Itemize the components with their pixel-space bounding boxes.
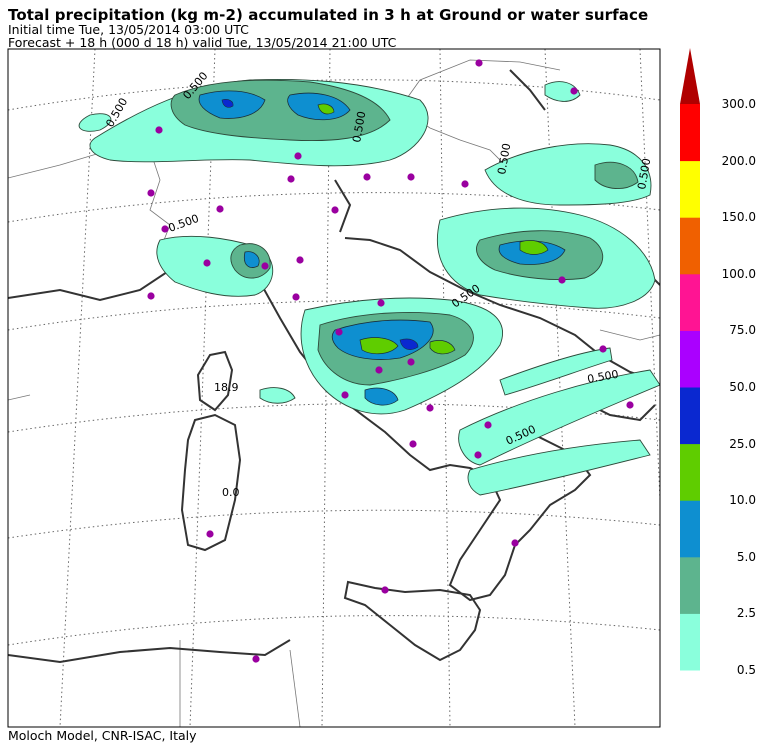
contour-label: 0.500 bbox=[586, 368, 619, 386]
contour-label: 0.500 bbox=[495, 142, 513, 175]
colorbar-label: 50.0 bbox=[729, 380, 756, 394]
colorbar-swatch bbox=[680, 387, 700, 445]
contour-label: 0.500 bbox=[635, 157, 653, 190]
colorbar-swatch bbox=[680, 217, 700, 275]
colorbar-swatch bbox=[680, 273, 700, 331]
map-frame bbox=[7, 48, 661, 728]
colorbar-arrow bbox=[680, 48, 700, 104]
colorbar-label: 2.5 bbox=[736, 606, 756, 621]
colorbar-label: 300.0 bbox=[721, 97, 756, 111]
city-markers bbox=[147, 59, 634, 663]
initial-time: Initial time Tue, 13/05/2014 03:00 UTC bbox=[8, 22, 249, 37]
colorbar-label: 10.0 bbox=[729, 493, 756, 508]
colorbar-swatch bbox=[680, 330, 700, 388]
colorbar-label: 0.5 bbox=[736, 663, 756, 677]
map-title: Total precipitation (kg m-2) accumulated… bbox=[8, 6, 649, 24]
model-credit: Moloch Model, CNR-ISAC, Italy bbox=[8, 728, 197, 743]
colorbar-swatch bbox=[680, 160, 700, 218]
colorbar-label: 25.0 bbox=[729, 436, 756, 451]
colorbar-label: 5.0 bbox=[736, 549, 756, 564]
colorbar-swatch bbox=[680, 104, 700, 162]
contour-label: 0.0 bbox=[222, 486, 240, 499]
precipitation-field bbox=[78, 78, 660, 496]
contour-label: 18.9 bbox=[214, 381, 239, 394]
contour-label: 0.500 bbox=[350, 110, 368, 143]
colorbar-label: 200.0 bbox=[721, 153, 756, 168]
colorbar bbox=[680, 48, 700, 671]
forecast-time: Forecast + 18 h (000 d 18 h) valid Tue, … bbox=[8, 35, 397, 50]
colorbar-label: 100.0 bbox=[721, 266, 756, 281]
colorbar-label: 150.0 bbox=[721, 210, 756, 225]
colorbar-swatch bbox=[680, 556, 700, 614]
colorbar-swatch bbox=[680, 613, 700, 671]
colorbar-label: 75.0 bbox=[729, 323, 756, 338]
colorbar-swatch bbox=[680, 443, 700, 501]
colorbar-swatch bbox=[680, 500, 700, 558]
